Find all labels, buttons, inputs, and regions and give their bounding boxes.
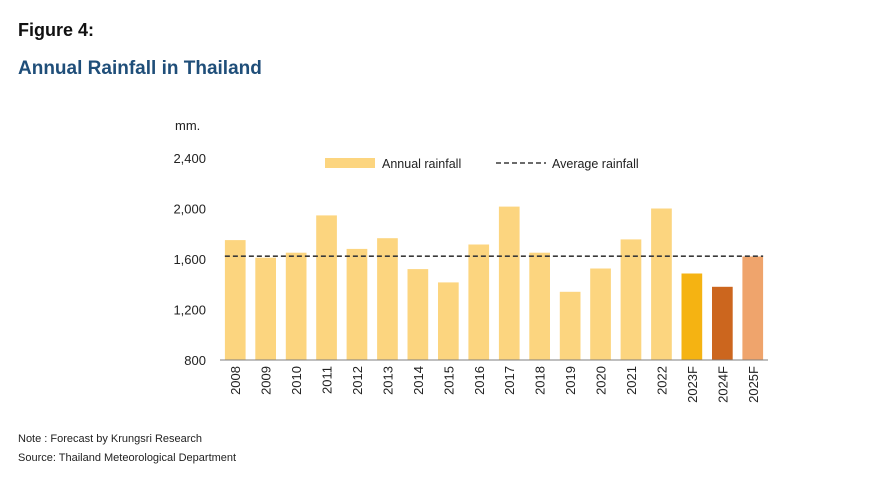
x-tick-label: 2024F	[715, 366, 730, 403]
y-unit-label: mm.	[175, 118, 200, 133]
bar-2022	[651, 208, 672, 360]
y-tick-label: 2,000	[173, 202, 206, 217]
x-tick-label: 2009	[259, 366, 274, 395]
x-tick-label: 2016	[472, 366, 487, 395]
x-tick-label: 2014	[411, 366, 426, 395]
bar-2025F	[742, 256, 764, 360]
bar-2016	[468, 244, 490, 360]
x-tick-label: 2011	[320, 366, 335, 394]
y-tick-label: 1,600	[173, 252, 206, 267]
x-tick-label: 2023F	[685, 366, 700, 403]
bar-2021	[620, 239, 642, 360]
x-tick-label: 2015	[441, 366, 456, 395]
x-tick-label: 2021	[624, 366, 639, 395]
legend-label-average: Average rainfall	[552, 157, 639, 171]
x-tick-label: 2025F	[746, 366, 761, 403]
forecast-note: Note : Forecast by Krungsri Research	[18, 433, 203, 445]
bar-2018	[529, 252, 550, 360]
x-tick-label: 2020	[594, 366, 609, 395]
bar-2020	[590, 268, 611, 360]
x-tick-label: 2013	[380, 366, 395, 395]
x-tick-label: 2012	[350, 366, 365, 395]
bar-2013	[377, 238, 398, 360]
y-tick-label: 800	[184, 353, 206, 368]
figure-label: Figure 4:	[18, 20, 95, 40]
x-tick-label: 2022	[654, 366, 669, 395]
legend-swatch-annual	[325, 158, 375, 168]
y-tick-label: 2,400	[173, 151, 206, 166]
x-tick-label: 2008	[228, 366, 243, 395]
x-tick-label: 2018	[533, 366, 548, 395]
bar-2014	[407, 269, 429, 360]
chart-title: Annual Rainfall in Thailand	[18, 58, 262, 79]
bar-2009	[255, 257, 276, 360]
bar-2010	[285, 252, 307, 360]
source-note: Source: Thailand Meteorological Departme…	[18, 452, 237, 464]
x-tick-label: 2017	[502, 366, 517, 395]
bar-2015	[438, 282, 459, 360]
bar-2023F	[681, 273, 703, 360]
bar-2011	[316, 215, 337, 360]
x-tick-label: 2010	[289, 366, 304, 395]
legend-label-annual: Annual rainfall	[382, 157, 461, 171]
x-tick-label: 2019	[563, 366, 578, 395]
y-tick-label: 1,200	[173, 303, 206, 318]
bar-2012	[346, 248, 368, 360]
bar-2008	[224, 240, 246, 360]
bar-2019	[559, 291, 581, 360]
bar-2024F	[712, 286, 733, 360]
bar-2017	[498, 206, 520, 360]
